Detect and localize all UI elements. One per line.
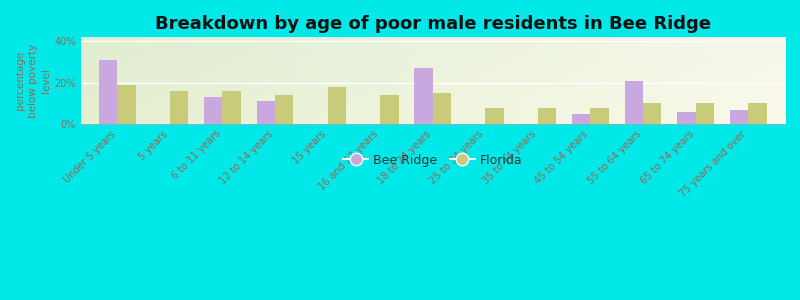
Bar	[678, 112, 696, 124]
Bar	[99, 60, 118, 124]
Bar	[118, 85, 136, 124]
Bar	[222, 91, 241, 124]
Bar	[433, 93, 451, 124]
Bar	[625, 81, 643, 124]
Legend: Bee Ridge, Florida: Bee Ridge, Florida	[338, 148, 527, 172]
Bar	[414, 68, 433, 124]
Bar	[730, 110, 748, 124]
Bar	[328, 87, 346, 124]
Bar	[643, 103, 662, 124]
Bar	[572, 114, 590, 124]
Bar	[380, 95, 398, 124]
Bar	[486, 107, 504, 124]
Title: Breakdown by age of poor male residents in Bee Ridge: Breakdown by age of poor male residents …	[154, 15, 710, 33]
Bar	[696, 103, 714, 124]
Bar	[590, 107, 609, 124]
Bar	[204, 97, 222, 124]
Bar	[538, 107, 556, 124]
Bar	[275, 95, 294, 124]
Y-axis label: percentage
below poverty
level: percentage below poverty level	[15, 44, 51, 118]
Bar	[170, 91, 188, 124]
Bar	[748, 103, 766, 124]
Bar	[257, 101, 275, 124]
